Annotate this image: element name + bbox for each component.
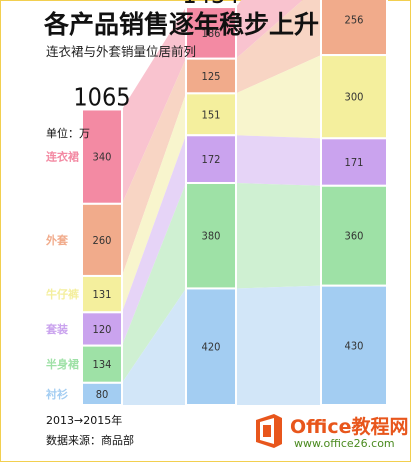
bar-segment bbox=[185, 57, 237, 95]
data-labels: 3401863202601252561311513001201721711343… bbox=[45, 0, 364, 401]
segment-value-label: 131 bbox=[93, 288, 112, 301]
legend-entry: 外套 bbox=[45, 233, 69, 247]
bar-segment bbox=[185, 287, 237, 407]
bar-segment bbox=[185, 134, 237, 185]
watermark-url: www.office26.com bbox=[294, 437, 395, 450]
flow-band bbox=[122, 288, 186, 405]
segment-value-label: 360 bbox=[345, 230, 364, 243]
segment-value-label: 430 bbox=[345, 339, 364, 352]
flow-band bbox=[122, 58, 186, 276]
legend-entry: 套装 bbox=[46, 322, 68, 336]
segment-value-label: 171 bbox=[345, 156, 364, 169]
segment-value-label: 172 bbox=[202, 153, 221, 166]
segment-value-label: 420 bbox=[202, 341, 221, 354]
segment-value-label: 125 bbox=[202, 70, 221, 83]
watermark-brand: Office教程网 bbox=[290, 416, 409, 438]
flow-band bbox=[236, 55, 321, 139]
office-logo-icon bbox=[256, 414, 282, 448]
flow-band bbox=[236, 135, 321, 186]
bar-segment bbox=[81, 381, 123, 406]
segment-value-label: 380 bbox=[202, 230, 221, 243]
bar-segment bbox=[81, 311, 123, 347]
chart-subtitle: 连衣裙与外套销量位居前列 bbox=[46, 44, 197, 59]
flow-band bbox=[236, 183, 321, 289]
bar-segment bbox=[320, 0, 388, 57]
flow-band bbox=[122, 7, 186, 204]
bar-total-label: 1065 bbox=[73, 82, 130, 111]
segment-value-label: 120 bbox=[93, 323, 112, 336]
watermark-logo: Office教程网 www.office26.com bbox=[244, 408, 410, 458]
footnote-years: 2013→2015年 bbox=[46, 414, 123, 427]
flow-band bbox=[122, 183, 186, 383]
segment-value-label: 134 bbox=[93, 358, 112, 371]
footnote-source: 数据来源：商品部 bbox=[46, 434, 134, 447]
segment-value-label: 340 bbox=[93, 151, 112, 164]
segment-value-label: 151 bbox=[202, 108, 221, 121]
segment-value-label: 300 bbox=[345, 91, 364, 104]
segment-value-label: 80 bbox=[96, 388, 109, 401]
unit-label: 单位：万 bbox=[46, 127, 90, 140]
flow-band bbox=[122, 93, 186, 313]
bar-segment bbox=[81, 274, 123, 314]
bar-segment bbox=[320, 54, 388, 140]
flow-band bbox=[122, 135, 186, 346]
chart-title: 各产品销售逐年稳步上升 bbox=[44, 10, 320, 39]
legend-entry: 牛仔裤 bbox=[46, 287, 79, 301]
legend-entry: 连衣裙 bbox=[46, 150, 79, 164]
segment-value-label: 260 bbox=[93, 234, 112, 247]
flow-bands bbox=[122, 0, 321, 405]
bar-segment bbox=[185, 182, 237, 290]
flow-band bbox=[236, 285, 321, 405]
segment-value-label: 256 bbox=[345, 14, 364, 27]
stacked-bars bbox=[81, 0, 388, 407]
bar-total-label: 1434 bbox=[182, 0, 239, 9]
flow-band bbox=[236, 0, 321, 94]
segment-value-label: 186 bbox=[202, 27, 221, 40]
legend-entry: 衬衫 bbox=[46, 387, 68, 401]
bar-segment bbox=[81, 344, 123, 384]
bar-segment bbox=[320, 284, 388, 406]
bar-segment bbox=[320, 184, 388, 287]
legend-entry: 半身裙 bbox=[46, 357, 79, 371]
